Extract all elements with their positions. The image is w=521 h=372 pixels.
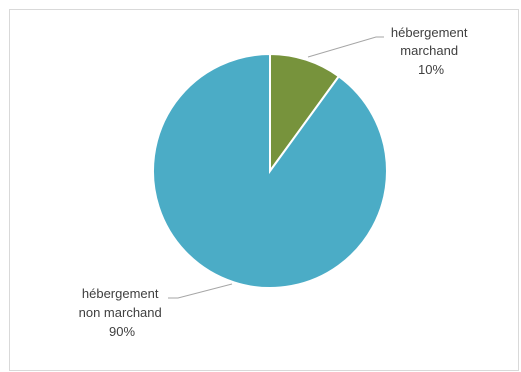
slice-label-marchand-line2: marchand [400,43,458,58]
slice-label-non-marchand-line2: non marchand [79,305,162,320]
leader-lines [168,36,384,299]
slice-label-marchand-line1: hébergement [391,25,468,40]
slice-label-non-marchand: hébergement non marchand 90% [79,286,166,339]
slice-label-non-marchand-line1: hébergement [82,286,159,301]
slice-value-non-marchand: 90% [109,324,135,339]
leader-line-non-marchand [168,283,233,299]
leader-line-marchand [307,36,384,58]
pie-slices [152,52,388,289]
slice-label-marchand: hébergement marchand 10% [391,25,471,77]
pie-slice-marchand [269,52,341,175]
pie-slice-non-marchand [152,52,388,289]
slice-value-marchand: 10% [418,62,444,77]
